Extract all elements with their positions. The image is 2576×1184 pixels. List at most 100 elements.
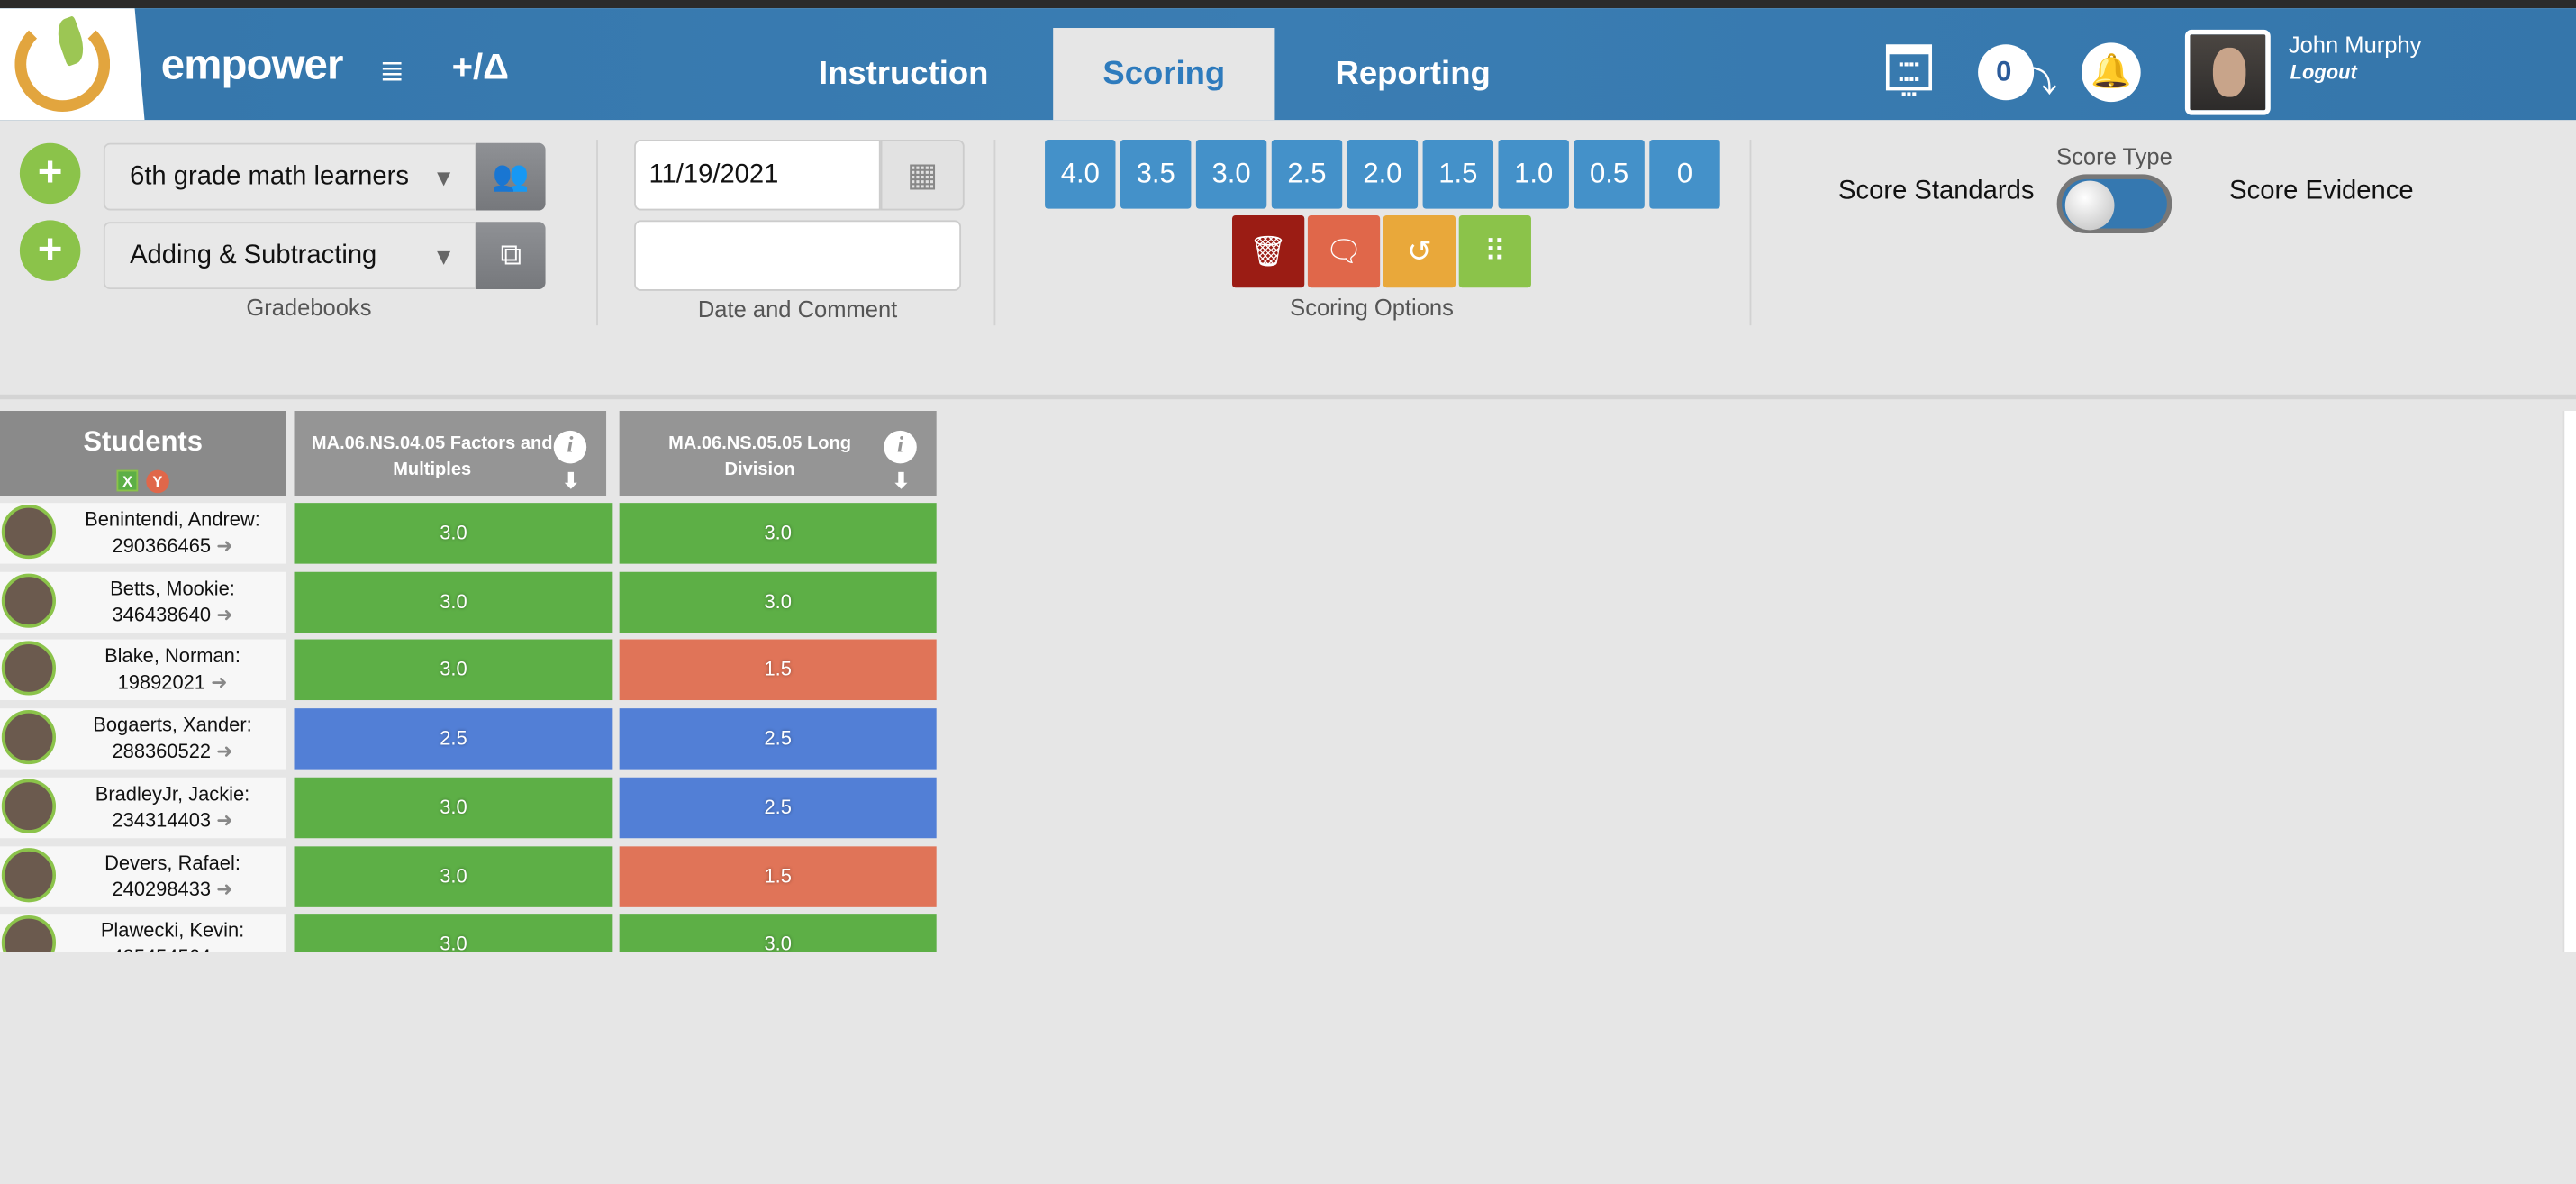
tab-scoring[interactable]: Scoring bbox=[1053, 28, 1275, 121]
tab-instruction[interactable]: Instruction bbox=[818, 56, 989, 93]
excel-export-icon[interactable]: X bbox=[116, 469, 139, 492]
score-type-toggle[interactable] bbox=[2056, 174, 2172, 234]
info-icon[interactable]: i bbox=[553, 430, 587, 464]
date-comment-label: Date and Comment bbox=[697, 296, 898, 323]
score-button-4.0[interactable]: 4.0 bbox=[1045, 140, 1116, 209]
table-row: Benintendi, Andrew: 290366465 ➜ 3.0 3.0 bbox=[0, 503, 937, 564]
score-cell[interactable]: 2.5 bbox=[619, 708, 937, 770]
score-cell[interactable]: 3.0 bbox=[294, 914, 613, 952]
student-avatar bbox=[1, 573, 57, 628]
chevron-down-icon: ▼ bbox=[431, 164, 456, 191]
plus-delta-icon[interactable]: +/Δ bbox=[451, 46, 510, 87]
student-cell[interactable]: Devers, Rafael: 240298433 ➜ bbox=[0, 845, 286, 906]
comment-input[interactable] bbox=[634, 220, 962, 291]
bell-icon[interactable]: 🔔 bbox=[2082, 42, 2141, 103]
column-header-label: MA.06.NS.04.05 Factors and Multiples bbox=[311, 433, 553, 480]
score-cell[interactable]: 3.0 bbox=[619, 503, 937, 564]
score-cell[interactable]: 3.0 bbox=[619, 571, 937, 633]
score-cell[interactable]: 3.0 bbox=[294, 571, 613, 633]
arrow-right-icon[interactable]: ➜ bbox=[216, 808, 233, 832]
user-name: John Murphy bbox=[2288, 31, 2422, 58]
student-name-text: Blake, Norman: bbox=[104, 644, 240, 669]
filter-icon[interactable]: Y bbox=[146, 469, 169, 494]
student-name[interactable]: Blake, Norman: 19892021 ➜ bbox=[59, 643, 286, 696]
score-cell[interactable]: 1.5 bbox=[619, 845, 937, 906]
score-cell[interactable]: 3.0 bbox=[294, 777, 613, 838]
student-cell[interactable]: Betts, Mookie: 346438640 ➜ bbox=[0, 571, 286, 633]
group-select[interactable]: 6th grade math learners ▼ bbox=[103, 142, 476, 211]
scores-table: Students X Y MA.06.NS.04.05 Factors and … bbox=[0, 411, 2562, 952]
open-gradebook-icon[interactable]: ⧉ bbox=[476, 222, 546, 290]
history-icon[interactable]: ↺ bbox=[1383, 214, 1456, 288]
student-name[interactable]: BradleyJr, Jackie: 234314403 ➜ bbox=[59, 780, 286, 833]
score-button-2.5[interactable]: 2.5 bbox=[1271, 140, 1343, 209]
score-cell[interactable]: 3.0 bbox=[619, 914, 937, 952]
menu-icon[interactable]: ≣ bbox=[379, 54, 404, 87]
calendar-icon[interactable]: ▪▪▪▪ ▪▪▪▪ ▪▪▪ bbox=[1885, 44, 1933, 101]
date-input[interactable]: 11/19/2021 bbox=[634, 140, 881, 211]
student-avatar bbox=[1, 710, 57, 765]
arrow-right-icon[interactable]: ➜ bbox=[216, 533, 233, 558]
logout-link[interactable]: Logout bbox=[2290, 60, 2357, 85]
student-avatar bbox=[1, 915, 57, 952]
score-cell[interactable]: 3.0 bbox=[294, 845, 613, 906]
group-filter-icon[interactable]: 👥 bbox=[476, 142, 546, 211]
comment-icon[interactable]: 🗨 bbox=[1307, 214, 1381, 288]
arrow-right-icon[interactable]: ➜ bbox=[216, 739, 233, 763]
arrow-down-icon[interactable]: ⬇ bbox=[561, 468, 580, 494]
calendar-picker-icon[interactable]: ▦ bbox=[880, 140, 965, 211]
score-button-3.5[interactable]: 3.5 bbox=[1120, 140, 1192, 209]
column-header[interactable]: MA.06.NS.05.05 Long Division i ⬇ bbox=[619, 411, 937, 496]
delete-icon[interactable]: 🗑 bbox=[1232, 214, 1305, 288]
student-name[interactable]: Benintendi, Andrew: 290366465 ➜ bbox=[59, 506, 286, 559]
arrow-down-icon[interactable]: ⬇ bbox=[892, 468, 911, 494]
score-button-0.5[interactable]: 0.5 bbox=[1574, 140, 1645, 209]
add-gradebook-button[interactable]: + bbox=[19, 220, 81, 281]
brand-name: empower bbox=[160, 39, 344, 89]
student-cell[interactable]: BradleyJr, Jackie: 234314403 ➜ bbox=[0, 777, 286, 838]
student-id: 19892021 bbox=[117, 670, 205, 695]
score-button-0[interactable]: 0 bbox=[1649, 140, 1720, 209]
student-cell[interactable]: Benintendi, Andrew: 290366465 ➜ bbox=[0, 503, 286, 564]
score-button-1.0[interactable]: 1.0 bbox=[1498, 140, 1569, 209]
student-name[interactable]: Plawecki, Kevin: 485454564 ➜ bbox=[59, 917, 286, 952]
gradebook-select[interactable]: Adding & Subtracting ▼ bbox=[103, 222, 476, 290]
score-evidence-label: Score Evidence bbox=[2229, 177, 2414, 205]
score-button-2.0[interactable]: 2.0 bbox=[1347, 140, 1419, 209]
gradebooks-label: Gradebooks bbox=[246, 294, 372, 321]
student-cell[interactable]: Plawecki, Kevin: 485454564 ➜ bbox=[0, 914, 286, 952]
student-name[interactable]: Bogaerts, Xander: 288360522 ➜ bbox=[59, 712, 286, 764]
info-icon[interactable]: i bbox=[884, 430, 917, 464]
student-id: 288360522 bbox=[112, 739, 212, 763]
column-header-label: MA.06.NS.05.05 Long Division bbox=[668, 433, 852, 480]
student-name[interactable]: Betts, Mookie: 346438640 ➜ bbox=[59, 575, 286, 627]
scrollbar[interactable] bbox=[2562, 411, 2576, 952]
column-header[interactable]: MA.06.NS.04.05 Factors and Multiples i ⬇ bbox=[294, 411, 607, 496]
score-button-3.0[interactable]: 3.0 bbox=[1195, 140, 1267, 209]
arrow-right-icon[interactable]: ➜ bbox=[216, 602, 233, 626]
table-row: Blake, Norman: 19892021 ➜ 3.0 1.5 bbox=[0, 640, 937, 701]
arrow-right-icon[interactable]: ➜ bbox=[216, 877, 233, 900]
student-name[interactable]: Devers, Rafael: 240298433 ➜ bbox=[59, 849, 286, 901]
tab-reporting[interactable]: Reporting bbox=[1335, 56, 1491, 93]
arrow-right-icon[interactable]: ➜ bbox=[211, 670, 228, 695]
score-cell[interactable]: 3.0 bbox=[294, 503, 613, 564]
user-avatar[interactable] bbox=[2184, 29, 2271, 115]
student-avatar bbox=[1, 779, 57, 833]
score-button-1.5[interactable]: 1.5 bbox=[1422, 140, 1494, 209]
score-cell[interactable]: 2.5 bbox=[294, 708, 613, 770]
table-row: BradleyJr, Jackie: 234314403 ➜ 3.0 2.5 bbox=[0, 777, 937, 838]
keypad-icon[interactable]: ⠿ bbox=[1458, 214, 1531, 288]
score-cell[interactable]: 1.5 bbox=[619, 640, 937, 701]
header-actions: X Y bbox=[0, 462, 286, 495]
arrow-right-icon[interactable]: ➜ bbox=[216, 945, 232, 952]
student-cell[interactable]: Bogaerts, Xander: 288360522 ➜ bbox=[0, 708, 286, 770]
student-cell[interactable]: Blake, Norman: 19892021 ➜ bbox=[0, 640, 286, 701]
score-cell[interactable]: 3.0 bbox=[294, 640, 613, 701]
table-row: Devers, Rafael: 240298433 ➜ 3.0 1.5 bbox=[0, 845, 937, 906]
score-cell[interactable]: 2.5 bbox=[619, 777, 937, 838]
add-group-button[interactable]: + bbox=[19, 142, 81, 205]
download-count-badge[interactable]: 0 bbox=[1978, 44, 2035, 101]
gradebook-select-value: Adding & Subtracting bbox=[130, 241, 377, 270]
toggle-knob bbox=[2064, 180, 2115, 231]
